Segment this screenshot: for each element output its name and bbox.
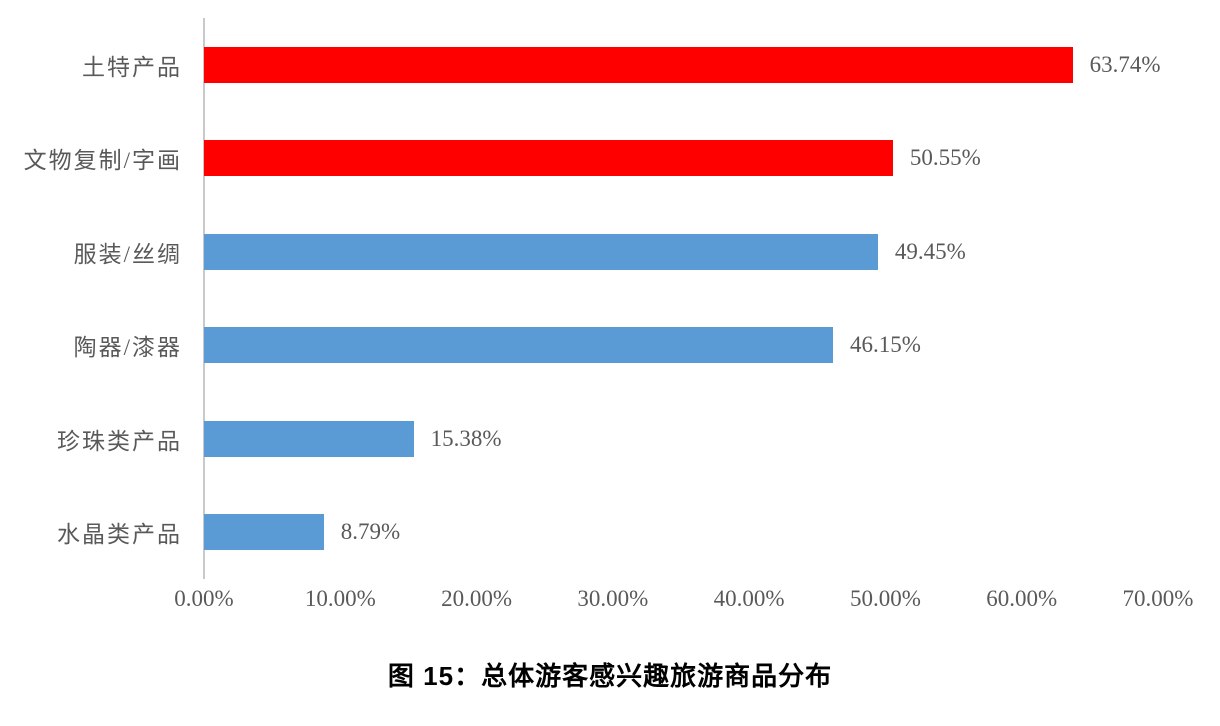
bar [204,46,1073,83]
x-tick-label: 70.00% [1122,586,1194,611]
figure-caption: 图 15：总体游客感兴趣旅游商品分布 [387,661,833,691]
category-label: 陶器/漆器 [73,335,182,361]
bar [204,514,324,551]
bar-zone: 63.74% [204,46,1220,83]
bar [204,327,833,364]
bar [204,140,893,177]
x-tick-label: 60.00% [986,586,1058,611]
bar-row: 文物复制/字画 50.55% [0,112,1220,206]
x-axis: 0.00% 10.00% 20.00% 30.00% 40.00% 50.00% 60.00… [0,586,1220,618]
bar-row: 珍珠类产品 15.38% [0,392,1220,486]
bar-row: 陶器/漆器 46.15% [0,299,1220,393]
y-axis-line [203,18,205,579]
bar-row: 土特产品 63.74% [0,18,1220,112]
value-label: 63.74% [1089,51,1161,77]
value-label: 50.55% [909,145,981,171]
category-label: 土特产品 [82,54,182,80]
value-label: 46.15% [849,332,921,358]
bar-zone: 50.55% [204,140,1220,177]
category-label: 服装/丝绸 [73,241,182,267]
bar [204,420,414,457]
plot-area: 土特产品 63.74% 文物复制/字画 50.55% 服装/丝绸 49.45% 陶器/漆器 4… [0,18,1220,579]
x-tick-label: 0.00% [174,586,234,611]
bar [204,233,878,270]
bar-row: 服装/丝绸 49.45% [0,205,1220,299]
category-label: 水晶类产品 [57,522,182,548]
x-tick-label: 10.00% [304,586,376,611]
value-label: 15.38% [430,425,502,451]
value-label: 8.79% [340,519,401,545]
bar-zone: 8.79% [204,514,1220,551]
bar-zone: 15.38% [204,420,1220,457]
x-tick-label: 20.00% [441,586,513,611]
bar-zone: 46.15% [204,327,1220,364]
x-tick-label: 30.00% [577,586,649,611]
category-label: 珍珠类产品 [57,428,182,454]
x-tick-label: 50.00% [849,586,921,611]
bar-row: 水晶类产品 8.79% [0,486,1220,580]
value-label: 49.45% [894,238,966,264]
x-tick-label: 40.00% [713,586,785,611]
category-label: 文物复制/字画 [23,148,182,174]
bar-zone: 49.45% [204,233,1220,270]
